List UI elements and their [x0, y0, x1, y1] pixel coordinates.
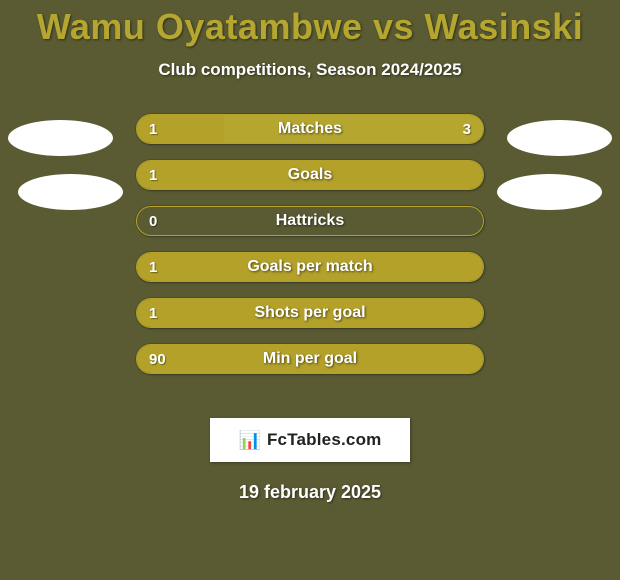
- comparison-card: Wamu Oyatambwe vs Wasinski Club competit…: [0, 0, 620, 580]
- stat-bar-left-value: 1: [137, 253, 169, 281]
- chart-icon: 📊: [239, 431, 261, 449]
- stat-bar-row: 1Goals per match: [136, 252, 484, 282]
- player-left-placeholder-1: [8, 120, 113, 156]
- stat-bar-row: 1Goals: [136, 160, 484, 190]
- stat-bar-row: 13Matches: [136, 114, 484, 144]
- stat-bar-row: 0Hattricks: [136, 206, 484, 236]
- player-right-placeholder-1: [507, 120, 612, 156]
- stat-bar-row: 1Shots per goal: [136, 298, 484, 328]
- stat-bar-left-value: 0: [137, 207, 169, 235]
- page-title: Wamu Oyatambwe vs Wasinski: [0, 6, 620, 48]
- stat-bar-left-fill: [137, 345, 483, 373]
- stat-bar-right-value: 3: [451, 115, 483, 143]
- stat-bar-left-value: 1: [137, 115, 169, 143]
- stat-bar-left-value: 1: [137, 161, 169, 189]
- footer-date: 19 february 2025: [0, 482, 620, 503]
- stat-bar-left-fill: [137, 253, 483, 281]
- stat-bar-left-fill: [137, 161, 483, 189]
- stat-bar-left-value: 90: [137, 345, 178, 373]
- stat-bar-left-value: 1: [137, 299, 169, 327]
- brand-text: FcTables.com: [267, 430, 382, 450]
- stat-bar-label: Hattricks: [137, 207, 483, 235]
- brand-badge: 📊 FcTables.com: [210, 418, 410, 462]
- subtitle: Club competitions, Season 2024/2025: [0, 60, 620, 80]
- stat-bars: 13Matches1Goals0Hattricks1Goals per matc…: [136, 114, 484, 390]
- player-left-placeholder-2: [18, 174, 123, 210]
- stat-bar-row: 90Min per goal: [136, 344, 484, 374]
- chart-stage: 13Matches1Goals0Hattricks1Goals per matc…: [0, 114, 620, 404]
- player-right-placeholder-2: [497, 174, 602, 210]
- stat-bar-left-fill: [137, 299, 483, 327]
- stat-bar-right-fill: [224, 115, 484, 143]
